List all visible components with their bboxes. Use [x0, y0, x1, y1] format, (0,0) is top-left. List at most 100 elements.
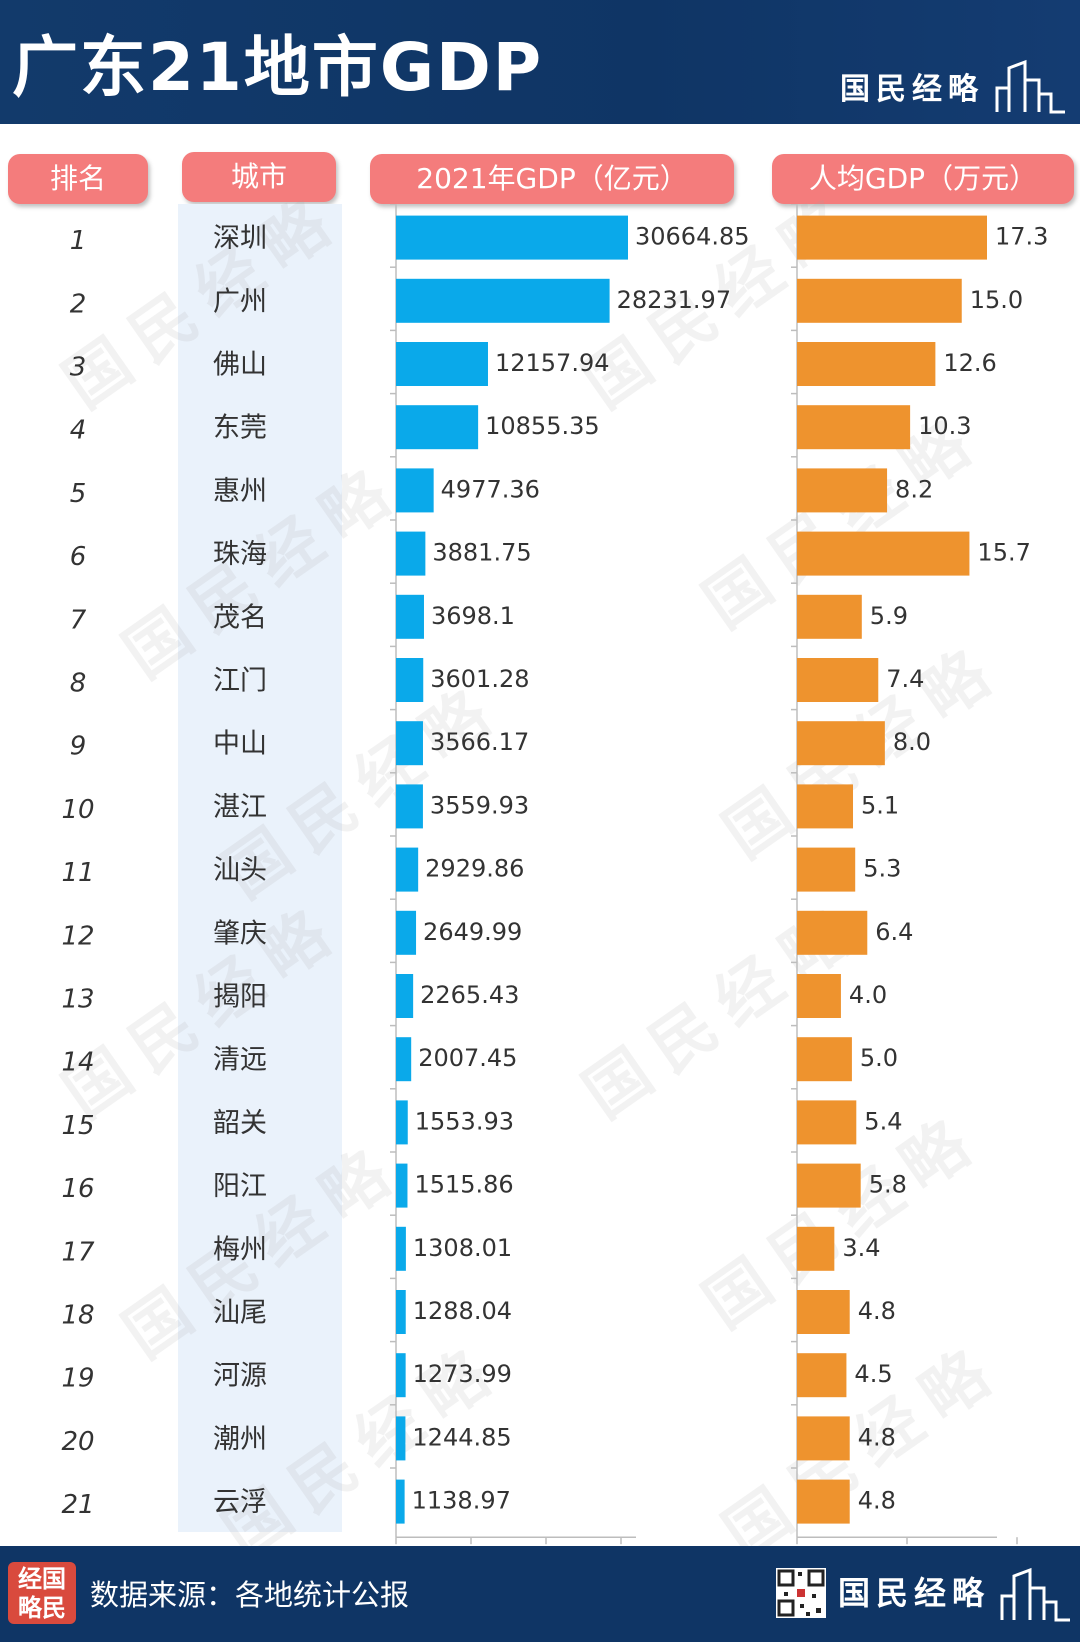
city-label: 潮州 — [213, 1424, 267, 1455]
city-label: 韶关 — [213, 1108, 267, 1139]
per-capita-bar — [797, 1290, 850, 1334]
gdp-value-label: 1273.99 — [413, 1360, 512, 1388]
rank-label: 8 — [70, 669, 87, 699]
gdp-value-label: 2929.86 — [425, 855, 524, 883]
city-label: 汕头 — [213, 855, 267, 886]
data-source: 数据来源：各地统计公报 — [90, 1578, 410, 1612]
gdp-value-label: 1515.86 — [414, 1171, 513, 1199]
gdp-value-label: 4977.36 — [441, 475, 540, 503]
per-capita-value-label: 4.0 — [849, 981, 887, 1009]
skyline-icon — [1000, 1567, 1070, 1622]
per-capita-value-label: 5.4 — [864, 1107, 902, 1135]
per-capita-value-label: 10.3 — [918, 412, 971, 440]
per-capita-bar — [797, 721, 885, 766]
per-capita-bar — [797, 847, 856, 892]
gdp-bar — [396, 721, 423, 766]
city-column-band — [178, 204, 342, 1532]
city-label: 肇庆 — [213, 918, 267, 949]
rank-label: 21 — [61, 1490, 94, 1520]
gdp-bar — [396, 910, 417, 955]
rank-label: 2 — [70, 289, 87, 319]
gdp-bar — [396, 658, 424, 702]
gdp-bar — [396, 342, 488, 386]
per-capita-bar — [797, 342, 936, 386]
per-capita-bar — [797, 1163, 861, 1208]
rank-label: 1 — [70, 226, 87, 256]
gdp-value-label: 2007.45 — [418, 1044, 517, 1072]
logo-text: 经国略民 — [18, 1564, 66, 1622]
per-capita-value-label: 5.3 — [863, 855, 901, 883]
gdp-bar — [396, 531, 426, 576]
city-label: 珠海 — [213, 539, 267, 570]
gdp-bar — [396, 405, 479, 450]
rank-label: 20 — [61, 1427, 94, 1457]
footer-bar: 经国略民 数据来源：各地统计公报 国民经略 — [0, 1546, 1080, 1642]
rank-label: 10 — [61, 795, 94, 825]
gdp-value-label: 2649.99 — [423, 918, 522, 946]
city-label: 阳江 — [213, 1171, 267, 1202]
per-capita-bar — [797, 784, 854, 829]
per-capita-value-label: 5.0 — [860, 1044, 898, 1072]
gdp-bar — [396, 1416, 406, 1461]
gdp-value-label: 12157.94 — [495, 349, 610, 377]
gdp-value-label: 3698.1 — [431, 602, 515, 630]
gdp-value-label: 2265.43 — [420, 981, 519, 1009]
gdp-bar — [396, 1479, 405, 1524]
rank-label: 5 — [70, 479, 87, 509]
gdp-value-label: 3881.75 — [432, 539, 531, 567]
city-label: 清远 — [213, 1045, 267, 1076]
per-capita-bar — [797, 468, 888, 513]
per-capita-bar — [797, 658, 879, 702]
per-capita-value-label: 4.8 — [858, 1297, 896, 1325]
city-label: 广州 — [213, 286, 267, 317]
gdp-bar — [396, 468, 434, 513]
gdp-value-label: 10855.35 — [485, 412, 600, 440]
per-capita-value-label: 8.2 — [895, 475, 933, 503]
rank-label: 4 — [70, 416, 87, 446]
rank-label: 6 — [70, 542, 87, 572]
rank-label: 15 — [61, 1111, 94, 1141]
gdp-value-label: 1553.93 — [415, 1107, 514, 1135]
city-label: 湛江 — [213, 792, 267, 823]
per-capita-column-header: 人均GDP（万元） — [772, 154, 1074, 204]
rank-label: 3 — [70, 353, 87, 383]
per-capita-value-label: 5.9 — [870, 602, 908, 630]
skyline-icon — [995, 59, 1065, 114]
gdp-bar — [396, 1163, 408, 1208]
gdp-bar — [396, 278, 610, 323]
rank-label: 16 — [61, 1174, 94, 1204]
per-capita-value-label: 12.6 — [943, 349, 996, 377]
per-capita-bar — [797, 1479, 850, 1524]
city-label: 佛山 — [213, 350, 267, 381]
brand-name-top: 国民经略 — [840, 72, 984, 107]
per-capita-value-label: 7.4 — [886, 665, 924, 693]
brand-logo: 经国略民 — [8, 1562, 76, 1624]
rank-label: 17 — [61, 1237, 95, 1267]
per-capita-bar — [797, 1100, 857, 1145]
per-capita-bar — [797, 278, 962, 323]
gdp-value-label: 1138.97 — [412, 1487, 511, 1515]
per-capita-value-label: 4.8 — [858, 1487, 896, 1515]
city-label: 梅州 — [213, 1234, 267, 1265]
gdp-ranking-chart: 1 深圳 30664.85 17.3 2 广州 28231.97 15.0 3 佛山 12157.9… — [61, 204, 1048, 1545]
city-label: 揭阳 — [213, 982, 267, 1013]
city-label: 江门 — [213, 666, 267, 697]
per-capita-value-label: 3.4 — [842, 1234, 880, 1262]
header-banner: 广东21地市GDP 国民经略 — [0, 0, 1080, 124]
gdp-bar — [396, 974, 414, 1018]
rank-column-header: 排名 — [8, 154, 148, 204]
rank-label: 13 — [61, 985, 94, 1015]
per-capita-bar — [797, 1353, 847, 1398]
rank-label: 9 — [70, 732, 87, 762]
per-capita-value-label: 5.8 — [869, 1171, 907, 1199]
city-label: 中山 — [213, 729, 267, 760]
per-capita-value-label: 17.3 — [995, 223, 1048, 251]
rank-label: 19 — [61, 1364, 94, 1394]
per-capita-value-label: 15.0 — [970, 286, 1023, 314]
per-capita-value-label: 5.1 — [861, 791, 899, 819]
qr-code-icon — [776, 1568, 826, 1618]
gdp-bar — [396, 1037, 412, 1082]
per-capita-value-label: 6.4 — [875, 918, 913, 946]
gdp-bar — [396, 1100, 408, 1145]
gdp-bar — [396, 847, 419, 892]
